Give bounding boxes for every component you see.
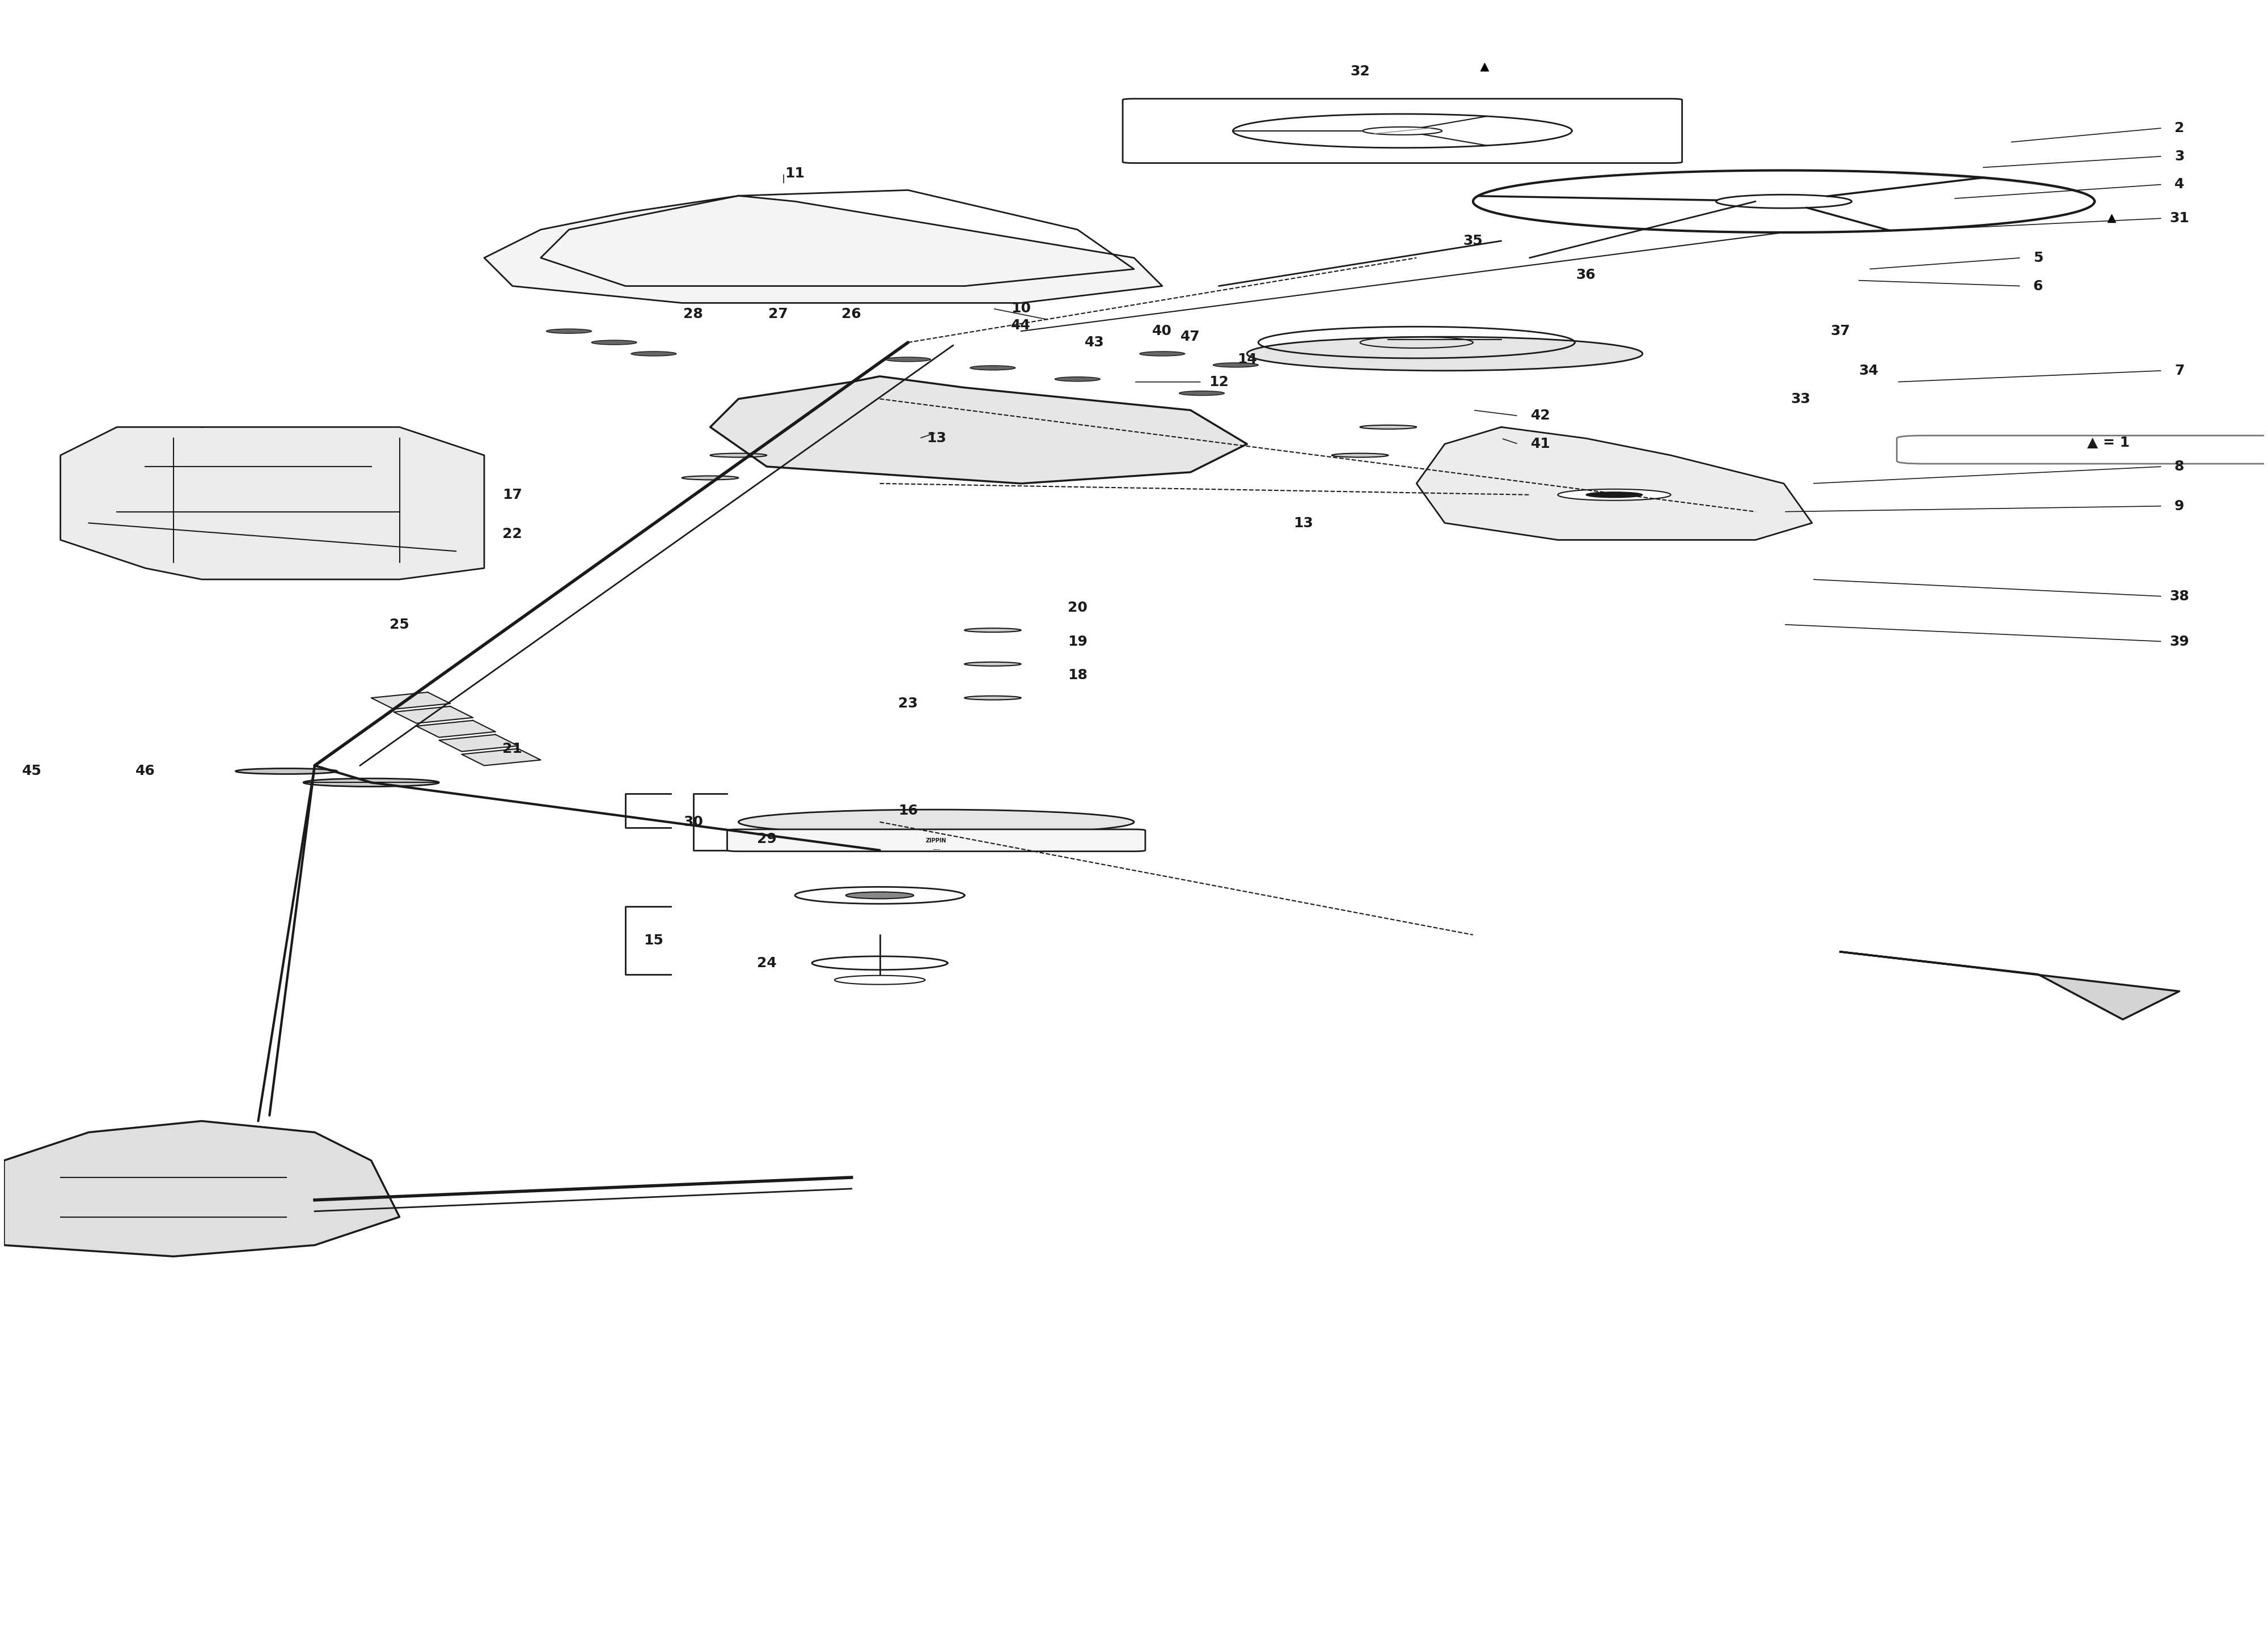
Ellipse shape	[1331, 454, 1388, 457]
Ellipse shape	[683, 475, 739, 480]
Text: 38: 38	[2170, 590, 2189, 603]
Text: 39: 39	[2170, 635, 2189, 648]
Polygon shape	[5, 1121, 399, 1256]
Circle shape	[1585, 492, 1642, 498]
Text: 16: 16	[898, 804, 919, 817]
Text: 19: 19	[1068, 635, 1086, 648]
Circle shape	[1139, 352, 1184, 357]
Text: 23: 23	[898, 697, 919, 710]
Text: 27: 27	[769, 307, 787, 321]
Ellipse shape	[964, 628, 1021, 633]
Text: ZIPPIN: ZIPPIN	[925, 838, 946, 843]
Polygon shape	[372, 692, 451, 709]
Text: 26: 26	[841, 307, 862, 321]
Ellipse shape	[739, 809, 1134, 835]
Text: 18: 18	[1068, 669, 1086, 682]
Text: 12: 12	[1209, 375, 1229, 388]
Text: 32: 32	[1349, 64, 1370, 79]
Text: 4: 4	[2175, 178, 2184, 191]
Text: 29: 29	[758, 832, 776, 845]
Text: 43: 43	[1084, 335, 1105, 349]
Text: ___: ___	[932, 845, 939, 850]
Ellipse shape	[1361, 426, 1417, 429]
Text: 46: 46	[136, 764, 154, 778]
Text: 17: 17	[503, 488, 522, 501]
Polygon shape	[1417, 427, 1812, 539]
FancyBboxPatch shape	[728, 829, 1145, 852]
Polygon shape	[440, 735, 517, 751]
Text: 25: 25	[390, 618, 408, 631]
Text: 45: 45	[23, 764, 43, 778]
Text: 40: 40	[1152, 324, 1173, 339]
Polygon shape	[1839, 952, 2180, 1019]
Ellipse shape	[236, 768, 338, 774]
Text: 15: 15	[644, 934, 665, 947]
Text: 2: 2	[2175, 122, 2184, 135]
Circle shape	[1213, 363, 1259, 367]
Polygon shape	[710, 376, 1247, 483]
Text: 44: 44	[1012, 319, 1032, 332]
Ellipse shape	[304, 779, 440, 786]
Text: 31: 31	[2170, 212, 2189, 225]
Text: 35: 35	[1463, 233, 1483, 248]
Text: 7: 7	[2175, 363, 2184, 378]
Circle shape	[1558, 490, 1672, 500]
Text: 36: 36	[1576, 268, 1597, 281]
Text: 24: 24	[758, 957, 776, 970]
Text: 14: 14	[1236, 352, 1256, 367]
Ellipse shape	[1247, 337, 1642, 370]
Ellipse shape	[964, 663, 1021, 666]
Circle shape	[592, 340, 637, 345]
Text: 6: 6	[2032, 279, 2043, 293]
Polygon shape	[417, 720, 494, 738]
Polygon shape	[395, 707, 474, 723]
Text: 47: 47	[1182, 330, 1200, 344]
Circle shape	[1055, 376, 1100, 381]
Text: 42: 42	[1531, 409, 1551, 423]
Text: 21: 21	[503, 741, 522, 756]
Text: 9: 9	[2175, 500, 2184, 513]
Text: 33: 33	[1792, 391, 1810, 406]
Text: 5: 5	[2032, 252, 2043, 265]
Text: 37: 37	[1830, 324, 1851, 339]
Text: 28: 28	[683, 307, 703, 321]
Text: 3: 3	[2175, 150, 2184, 163]
Text: 10: 10	[1012, 302, 1032, 316]
Polygon shape	[463, 748, 540, 766]
Text: 13: 13	[1293, 516, 1313, 529]
FancyBboxPatch shape	[1896, 436, 2268, 464]
Text: 11: 11	[785, 166, 805, 179]
Circle shape	[547, 329, 592, 334]
Text: 41: 41	[1531, 437, 1551, 450]
Text: ▲ = 1: ▲ = 1	[2087, 436, 2130, 449]
Ellipse shape	[964, 695, 1021, 700]
Text: 22: 22	[503, 528, 522, 541]
Circle shape	[885, 357, 930, 362]
Text: 30: 30	[683, 815, 703, 829]
FancyBboxPatch shape	[1123, 99, 1683, 163]
Circle shape	[846, 893, 914, 899]
Text: 8: 8	[2175, 460, 2184, 473]
Text: 13: 13	[925, 432, 946, 446]
Circle shape	[971, 365, 1016, 370]
Circle shape	[631, 352, 676, 357]
Circle shape	[1179, 391, 1225, 396]
Text: 20: 20	[1068, 600, 1086, 615]
Polygon shape	[61, 427, 483, 579]
Ellipse shape	[710, 454, 767, 457]
Text: 34: 34	[1860, 363, 1878, 378]
Polygon shape	[483, 196, 1161, 302]
